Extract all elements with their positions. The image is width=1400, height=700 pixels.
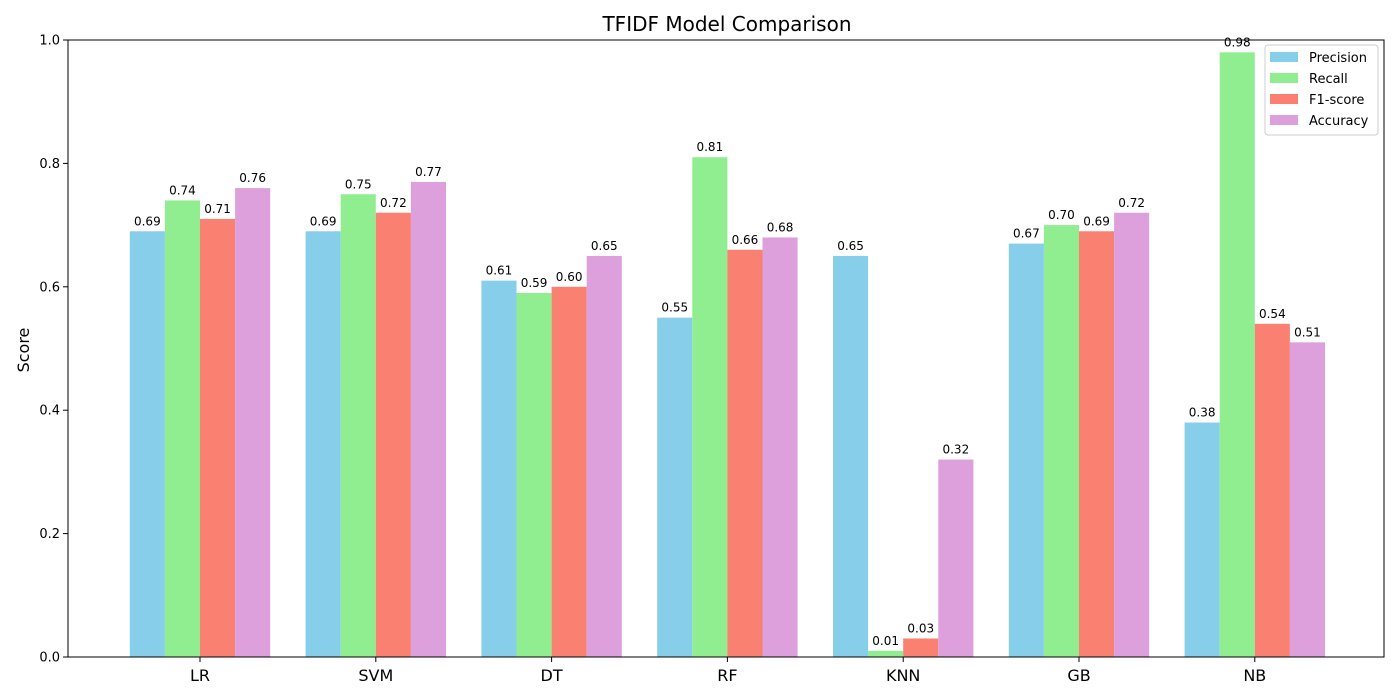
data-label: 0.60 [556,270,583,284]
data-label: 0.32 [942,443,969,457]
data-label: 0.65 [837,239,864,253]
plot-frame [67,39,1385,658]
bar-recall-dt [516,292,552,657]
data-label: 0.68 [767,220,794,234]
data-label: 0.51 [1294,325,1321,339]
legend-label: Precision [1309,51,1367,66]
bar-f1-score-gb [1079,231,1115,657]
bar-precision-svm [305,231,341,657]
bar-f1-score-nb [1254,323,1290,657]
chart-title: TFIDF Model Comparison [601,12,851,36]
y-tick-label: 0.8 [39,157,60,172]
y-tick-label: 1.0 [39,34,60,49]
legend-swatch [1270,73,1298,83]
data-label: 0.81 [696,140,723,154]
bar-accuracy-lr [235,188,271,657]
bar-precision-lr [129,231,165,657]
legend-box [1264,44,1379,136]
y-tick-label: 0.4 [39,404,60,419]
bar-recall-rf [692,157,728,658]
data-labels-group: 0.69 0.74 0.71 0.76 0.69 0.75 0.72 0.77 0.61 0.59… [134,35,1321,647]
bar-f1-score-knn [903,638,939,657]
bar-f1-score-rf [727,249,763,657]
bar-precision-dt [481,280,517,657]
x-tick-label: SVM [358,666,393,685]
x-tick-label: NB [1243,666,1266,685]
data-label: 0.77 [415,165,442,179]
x-tick-label: RF [717,666,737,685]
data-label: 0.65 [591,239,618,253]
bar-accuracy-gb [1114,212,1150,657]
data-label: 0.98 [1224,35,1251,49]
bar-precision-nb [1184,422,1220,657]
data-label: 0.54 [1259,307,1286,321]
legend-swatch [1270,52,1298,62]
data-label: 0.67 [1013,227,1040,241]
data-label: 0.70 [1048,208,1075,222]
data-label: 0.69 [310,214,337,228]
bar-f1-score-dt [551,286,587,657]
legend-swatch [1270,94,1298,104]
data-label: 0.72 [1118,196,1145,210]
legend-label: Recall [1309,72,1348,87]
data-label: 0.01 [872,634,899,648]
bar-f1-score-svm [375,212,411,657]
bar-precision-gb [1008,243,1044,658]
x-tick-label: LR [190,666,210,685]
bar-accuracy-svm [410,181,446,657]
bar-recall-gb [1043,225,1079,657]
y-axis: 0.0 0.2 0.4 0.6 0.8 1.0 [39,34,68,666]
bar-recall-knn [868,650,904,657]
legend-swatch [1270,115,1298,125]
bars-group [129,52,1325,658]
data-label: 0.38 [1189,406,1216,420]
legend-label: Accuracy [1309,114,1369,129]
bar-recall-svm [340,194,376,657]
y-axis-label: Score [14,328,33,373]
bar-accuracy-knn [938,459,974,657]
y-tick-label: 0.6 [39,280,60,295]
bar-f1-score-lr [200,218,236,657]
data-label: 0.69 [134,214,161,228]
legend-label: F1-score [1309,93,1364,108]
legend: Precision Recall F1-score Accuracy [1264,44,1379,136]
data-label: 0.03 [907,621,934,635]
data-label: 0.59 [521,276,548,290]
data-label: 0.66 [732,233,759,247]
bar-accuracy-rf [762,237,798,657]
bar-recall-lr [164,200,200,658]
bar-precision-knn [833,255,869,657]
bar-accuracy-dt [586,255,622,657]
x-tick-label: DT [541,666,563,685]
bar-precision-rf [657,317,693,657]
data-label: 0.61 [486,264,513,278]
data-label: 0.76 [239,171,266,185]
data-label: 0.75 [345,177,372,191]
data-label: 0.55 [661,301,688,315]
data-label: 0.71 [204,202,231,216]
x-axis: LR SVM DT RF KNN GB NB [190,657,1266,685]
data-label: 0.69 [1083,214,1110,228]
data-label: 0.72 [380,196,407,210]
y-tick-label: 0.0 [39,651,60,666]
bar-recall-nb [1219,52,1255,657]
x-tick-label: GB [1067,666,1090,685]
bar-accuracy-nb [1289,342,1325,657]
x-tick-label: KNN [886,666,920,685]
data-label: 0.74 [169,183,196,197]
y-tick-label: 0.2 [39,527,60,542]
